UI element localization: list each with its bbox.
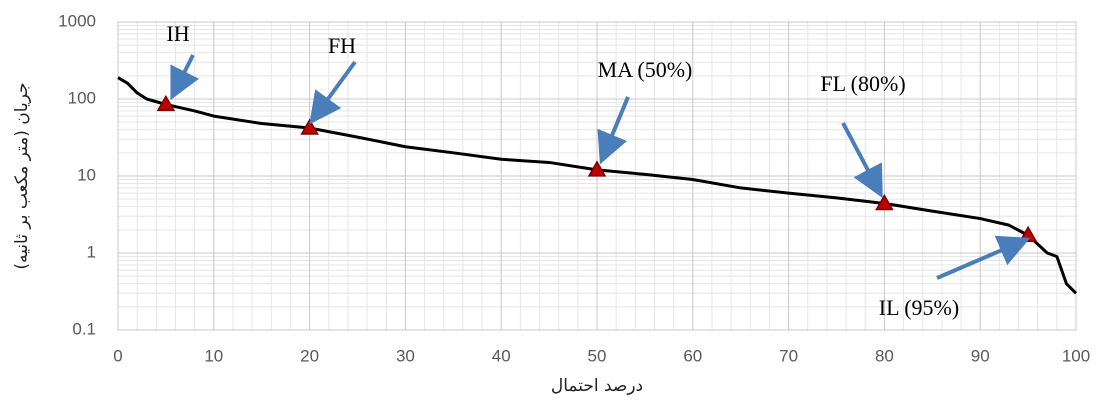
marker xyxy=(156,94,176,112)
marker xyxy=(300,118,319,135)
y-axis-title: جریان (متر مکعب بر ثانیه) xyxy=(12,82,32,269)
annotation-arrow xyxy=(170,54,200,101)
annotation-arrow xyxy=(597,96,630,165)
x-tick-label: 10 xyxy=(204,346,223,365)
y-tick-label: 10 xyxy=(77,165,96,184)
annotation-arrow xyxy=(309,60,357,125)
annotation: MA (50%) xyxy=(598,57,693,82)
annotation: FH xyxy=(328,33,356,58)
annotation: IL (95%) xyxy=(879,295,959,320)
y-tick-label: 1000 xyxy=(58,11,96,30)
annotation: IH xyxy=(166,21,189,46)
marker xyxy=(587,160,607,177)
annotation-arrow xyxy=(936,235,1031,280)
x-tick-label: 70 xyxy=(779,346,798,365)
annotation-arrow xyxy=(841,122,883,199)
y-tick-label: 0.1 xyxy=(72,319,96,338)
x-tick-label: 100 xyxy=(1062,346,1090,365)
x-axis-title: درصد احتمال xyxy=(551,376,643,396)
x-tick-label: 30 xyxy=(396,346,415,365)
x-tick-label: 80 xyxy=(875,346,894,365)
x-tick-label: 50 xyxy=(588,346,607,365)
annotation: FL (80%) xyxy=(820,71,905,96)
x-tick-label: 60 xyxy=(683,346,702,365)
marker xyxy=(875,193,894,211)
y-tick-label: 1 xyxy=(87,242,96,261)
x-tick-label: 20 xyxy=(300,346,319,365)
x-tick-label: 40 xyxy=(492,346,511,365)
x-tick-label: 90 xyxy=(971,346,990,365)
y-tick-label: 100 xyxy=(68,88,96,107)
x-tick-label: 0 xyxy=(113,346,122,365)
